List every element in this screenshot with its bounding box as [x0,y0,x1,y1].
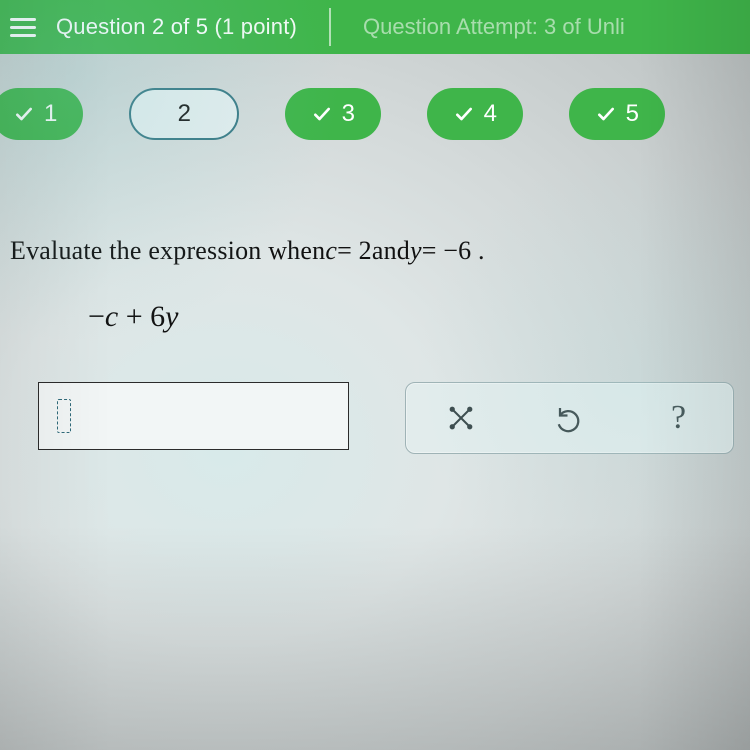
question-prompt: Evaluate the expression when c = 2 and y… [10,236,734,266]
question-counter-text: Question 2 of 5 [56,14,208,39]
undo-icon[interactable] [552,400,588,436]
expr-plus6: + 6 [118,300,165,333]
prompt-mid: and [372,236,410,266]
check-icon [596,104,616,124]
nav-pill-2[interactable]: 2 [129,88,239,140]
nav-pill-number: 1 [44,100,57,128]
check-icon [14,104,34,124]
nav-pill-number: 3 [342,100,355,128]
check-icon [454,104,474,124]
question-nav: 1 2 3 4 5 [0,88,750,140]
nav-pill-number: 5 [626,100,639,128]
answer-cursor-placeholder [57,399,71,433]
prompt-var-y: y [410,236,422,266]
nav-pill-number: 4 [484,100,497,128]
clear-icon[interactable] [443,400,479,436]
nav-pill-4[interactable]: 4 [427,88,523,140]
prompt-var-c: c [325,236,337,266]
menu-icon[interactable] [8,12,38,42]
question-points: (1 point) [215,14,298,39]
question-counter: Question 2 of 5 (1 point) [56,14,297,40]
header-bar: Question 2 of 5 (1 point) Question Attem… [0,0,750,54]
question-area: Evaluate the expression when c = 2 and y… [0,236,750,454]
expr-c: c [105,300,118,333]
header-divider [329,8,331,46]
expr-neg: − [88,300,105,333]
prompt-pre: Evaluate the expression when [10,236,325,266]
answer-input[interactable] [38,382,349,450]
expression: −c + 6y [88,300,734,334]
nav-pill-5[interactable]: 5 [569,88,665,140]
prompt-eq2: = −6 . [422,236,485,266]
nav-pill-number: 2 [178,100,191,128]
answer-row: ? [10,382,734,454]
expr-y: y [165,300,178,333]
help-icon[interactable]: ? [660,400,696,436]
help-glyph: ? [671,399,686,437]
tool-panel: ? [405,382,734,454]
nav-pill-3[interactable]: 3 [285,88,381,140]
nav-pill-1[interactable]: 1 [0,88,83,140]
check-icon [312,104,332,124]
prompt-eq1: = 2 [337,236,372,266]
attempt-label: Question Attempt: 3 of Unli [363,14,625,40]
